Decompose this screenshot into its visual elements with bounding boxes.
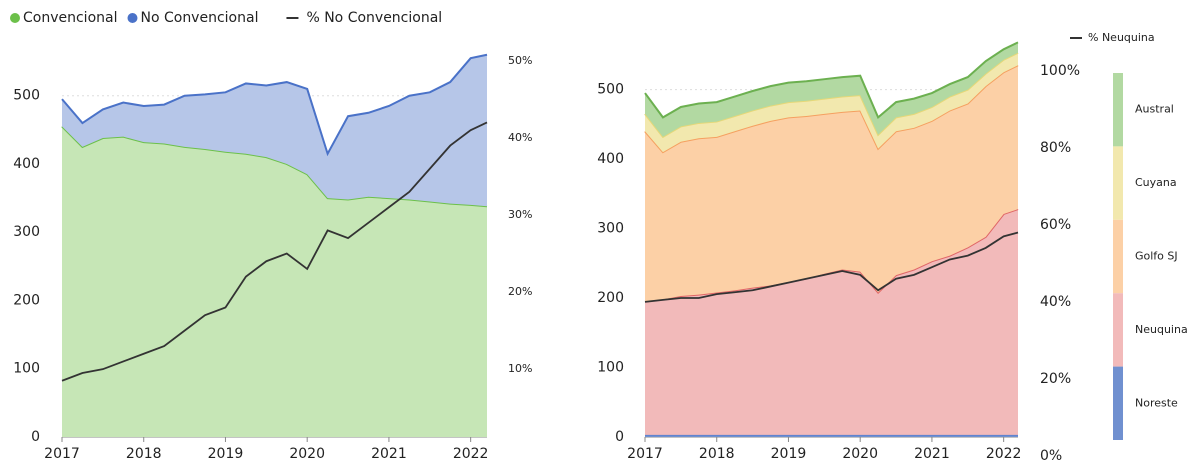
legend-label: Noreste [1135,396,1178,409]
y-tick-label: 0 [31,429,40,445]
x-tick-label: 2021 [371,446,407,462]
x-tick-label: 2020 [289,446,325,462]
legend-label: Neuquina [1135,323,1188,336]
y-tick-label: 200 [13,292,40,308]
y2-tick-label: 100% [1040,63,1080,79]
y2-tick-label: 20% [1040,371,1071,387]
x-tick-label: 2019 [208,446,244,462]
legend-swatch [1113,293,1123,367]
y-tick-label: 500 [13,88,40,104]
y2-tick-label: 0% [1040,448,1062,464]
area-fill [62,54,487,207]
legend-label: % Neuquina [1088,31,1155,44]
x-tick-label: 2022 [986,446,1022,462]
x-tick-label: 2021 [914,446,950,462]
x-tick-label: 2018 [699,446,735,462]
y-tick-label: 400 [597,151,624,167]
legend-label: Austral [1135,103,1174,116]
line [644,231,1019,303]
legend-swatch [1113,146,1123,220]
y2-tick-label: 50% [508,54,532,67]
legend-swatch [1113,366,1123,440]
y2-tick-label: 60% [1040,217,1071,233]
y2-tick-label: 10% [508,362,532,375]
y-tick-label: 400 [13,156,40,172]
x-tick-label: 2017 [44,446,80,462]
legend-swatch [1113,73,1123,147]
y-tick-label: 300 [597,221,624,237]
chart-panel: 0 100 200 300 400 500 0% 20% 40% 60% 80% 100% 2017 20… [597,31,1187,464]
legend-swatch [10,13,20,23]
legend-label: Convencional [23,10,117,26]
y2-tick-label: 80% [1040,140,1071,156]
y-tick-label: 300 [13,224,40,240]
x-tick-label: 2022 [453,446,489,462]
legend-label: Golfo SJ [1135,250,1178,263]
y2-tick-label: 30% [508,208,532,221]
y2-tick-label: 40% [508,131,532,144]
y-tick-label: 0 [615,429,624,445]
y-tick-label: 100 [597,360,624,376]
legend-swatch [127,13,138,23]
x-tick-label: 2018 [126,446,162,462]
y-tick-label: 200 [597,290,624,306]
y2-tick-label: 40% [1040,294,1071,310]
y-tick-label: 100 [13,361,40,377]
legend-swatch [1113,219,1123,294]
area-fill [645,42,1018,137]
x-tick-label: 2017 [627,446,663,462]
x-tick-label: 2019 [771,446,807,462]
area-fill [645,52,1018,153]
chart-panel: 0 100 200 300 400 500 10% 20% 30% 40% 50% 2017 2018 2… [10,10,532,462]
legend-label: No Convencional [140,10,258,26]
area-fill [62,126,487,437]
area-edge [61,53,488,157]
area-edge [644,41,1019,120]
legend-label: % No Convencional [306,10,442,26]
legend-label: Cuyana [1135,176,1177,189]
y2-tick-label: 20% [508,285,532,298]
line [61,121,488,382]
x-tick-label: 2020 [842,446,878,462]
y-tick-label: 500 [597,82,624,98]
